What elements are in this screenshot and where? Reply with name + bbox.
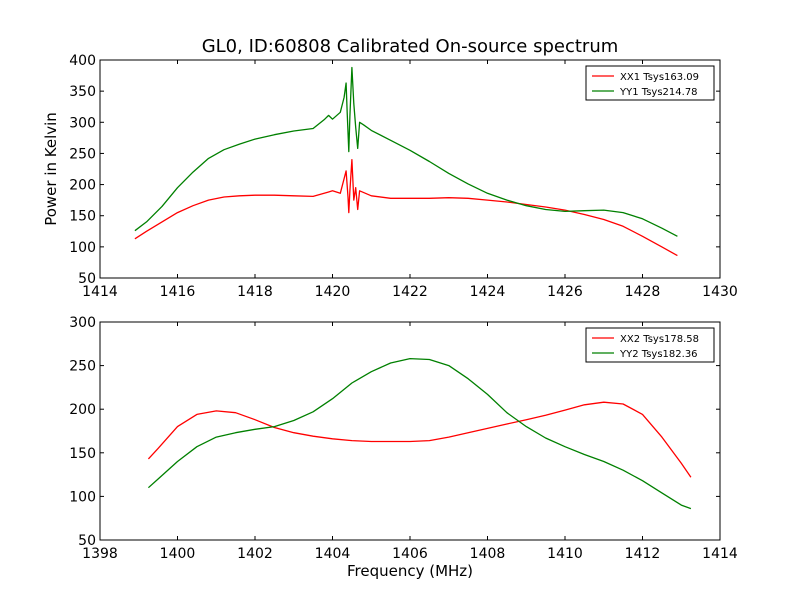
legend: XX1 Tsys163.09 YY1 Tsys214.78 bbox=[585, 65, 715, 101]
x-tick-label: 1410 bbox=[547, 546, 583, 562]
chart-title: GL0, ID:60808 Calibrated On-source spect… bbox=[202, 36, 619, 57]
x-tick-label: 1404 bbox=[315, 546, 351, 562]
chart-panels: 1414 1416 1418 1420 1422 1424 1426 1428 1430 50 10… bbox=[42, 53, 738, 580]
x-tick-label: 1414 bbox=[702, 546, 738, 562]
legend-entry: YY1 Tsys214.78 bbox=[619, 87, 698, 98]
x-tick-label: 1416 bbox=[160, 284, 196, 300]
legend-box bbox=[585, 327, 715, 363]
x-tick-label: 1418 bbox=[237, 284, 273, 300]
series-line-yy2 bbox=[147, 357, 692, 510]
y-tick-label: 150 bbox=[69, 209, 96, 225]
chart-panel-2: 1398 1400 1402 1404 1406 1408 1410 1412 1414 50 10… bbox=[69, 315, 738, 580]
x-tick-label: 1400 bbox=[160, 546, 196, 562]
legend-entry: XX1 Tsys163.09 bbox=[620, 72, 699, 83]
x-tick-label: 1398 bbox=[82, 546, 118, 562]
series-line-xx1 bbox=[134, 159, 678, 257]
legend-entry: YY2 Tsys182.36 bbox=[619, 349, 698, 360]
x-tick-label: 1412 bbox=[625, 546, 661, 562]
y-tick-label: 150 bbox=[69, 446, 96, 462]
x-tick-label: 1430 bbox=[702, 284, 738, 300]
y-tick-label: 300 bbox=[69, 115, 96, 131]
legend-entry: XX2 Tsys178.58 bbox=[620, 334, 699, 345]
y-tick-label: 200 bbox=[69, 402, 96, 418]
x-tick-label: 1420 bbox=[315, 284, 351, 300]
y-tick-label: 100 bbox=[69, 240, 96, 256]
legend: XX2 Tsys178.58 YY2 Tsys182.36 bbox=[585, 327, 715, 363]
y-tick-label: 250 bbox=[69, 146, 96, 162]
y-tick-label: 300 bbox=[69, 315, 96, 331]
x-tick-label: 1422 bbox=[392, 284, 428, 300]
x-tick-label: 1424 bbox=[470, 284, 506, 300]
y-tick-label: 400 bbox=[69, 53, 96, 69]
x-axis-label: Frequency (MHz) bbox=[347, 562, 473, 580]
x-tick-label: 1406 bbox=[392, 546, 428, 562]
chart-panel-1: 1414 1416 1418 1420 1422 1424 1426 1428 1430 50 10… bbox=[42, 53, 738, 300]
x-tick-label: 1426 bbox=[547, 284, 583, 300]
y-tick-label: 50 bbox=[78, 271, 96, 287]
y-axis-label: Power in Kelvin bbox=[42, 112, 60, 226]
series-line-xx2 bbox=[147, 401, 692, 478]
x-tick-label: 1428 bbox=[625, 284, 661, 300]
y-tick-label: 350 bbox=[69, 84, 96, 100]
x-tick-label: 1402 bbox=[237, 546, 273, 562]
series-line-yy1 bbox=[134, 66, 678, 237]
y-tick-label: 250 bbox=[69, 359, 96, 375]
x-tick-label: 1414 bbox=[82, 284, 118, 300]
y-tick-label: 100 bbox=[69, 489, 96, 505]
y-tick-label: 200 bbox=[69, 178, 96, 194]
x-tick-label: 1408 bbox=[470, 546, 506, 562]
legend-box bbox=[585, 65, 715, 101]
y-tick-label: 50 bbox=[78, 533, 96, 549]
